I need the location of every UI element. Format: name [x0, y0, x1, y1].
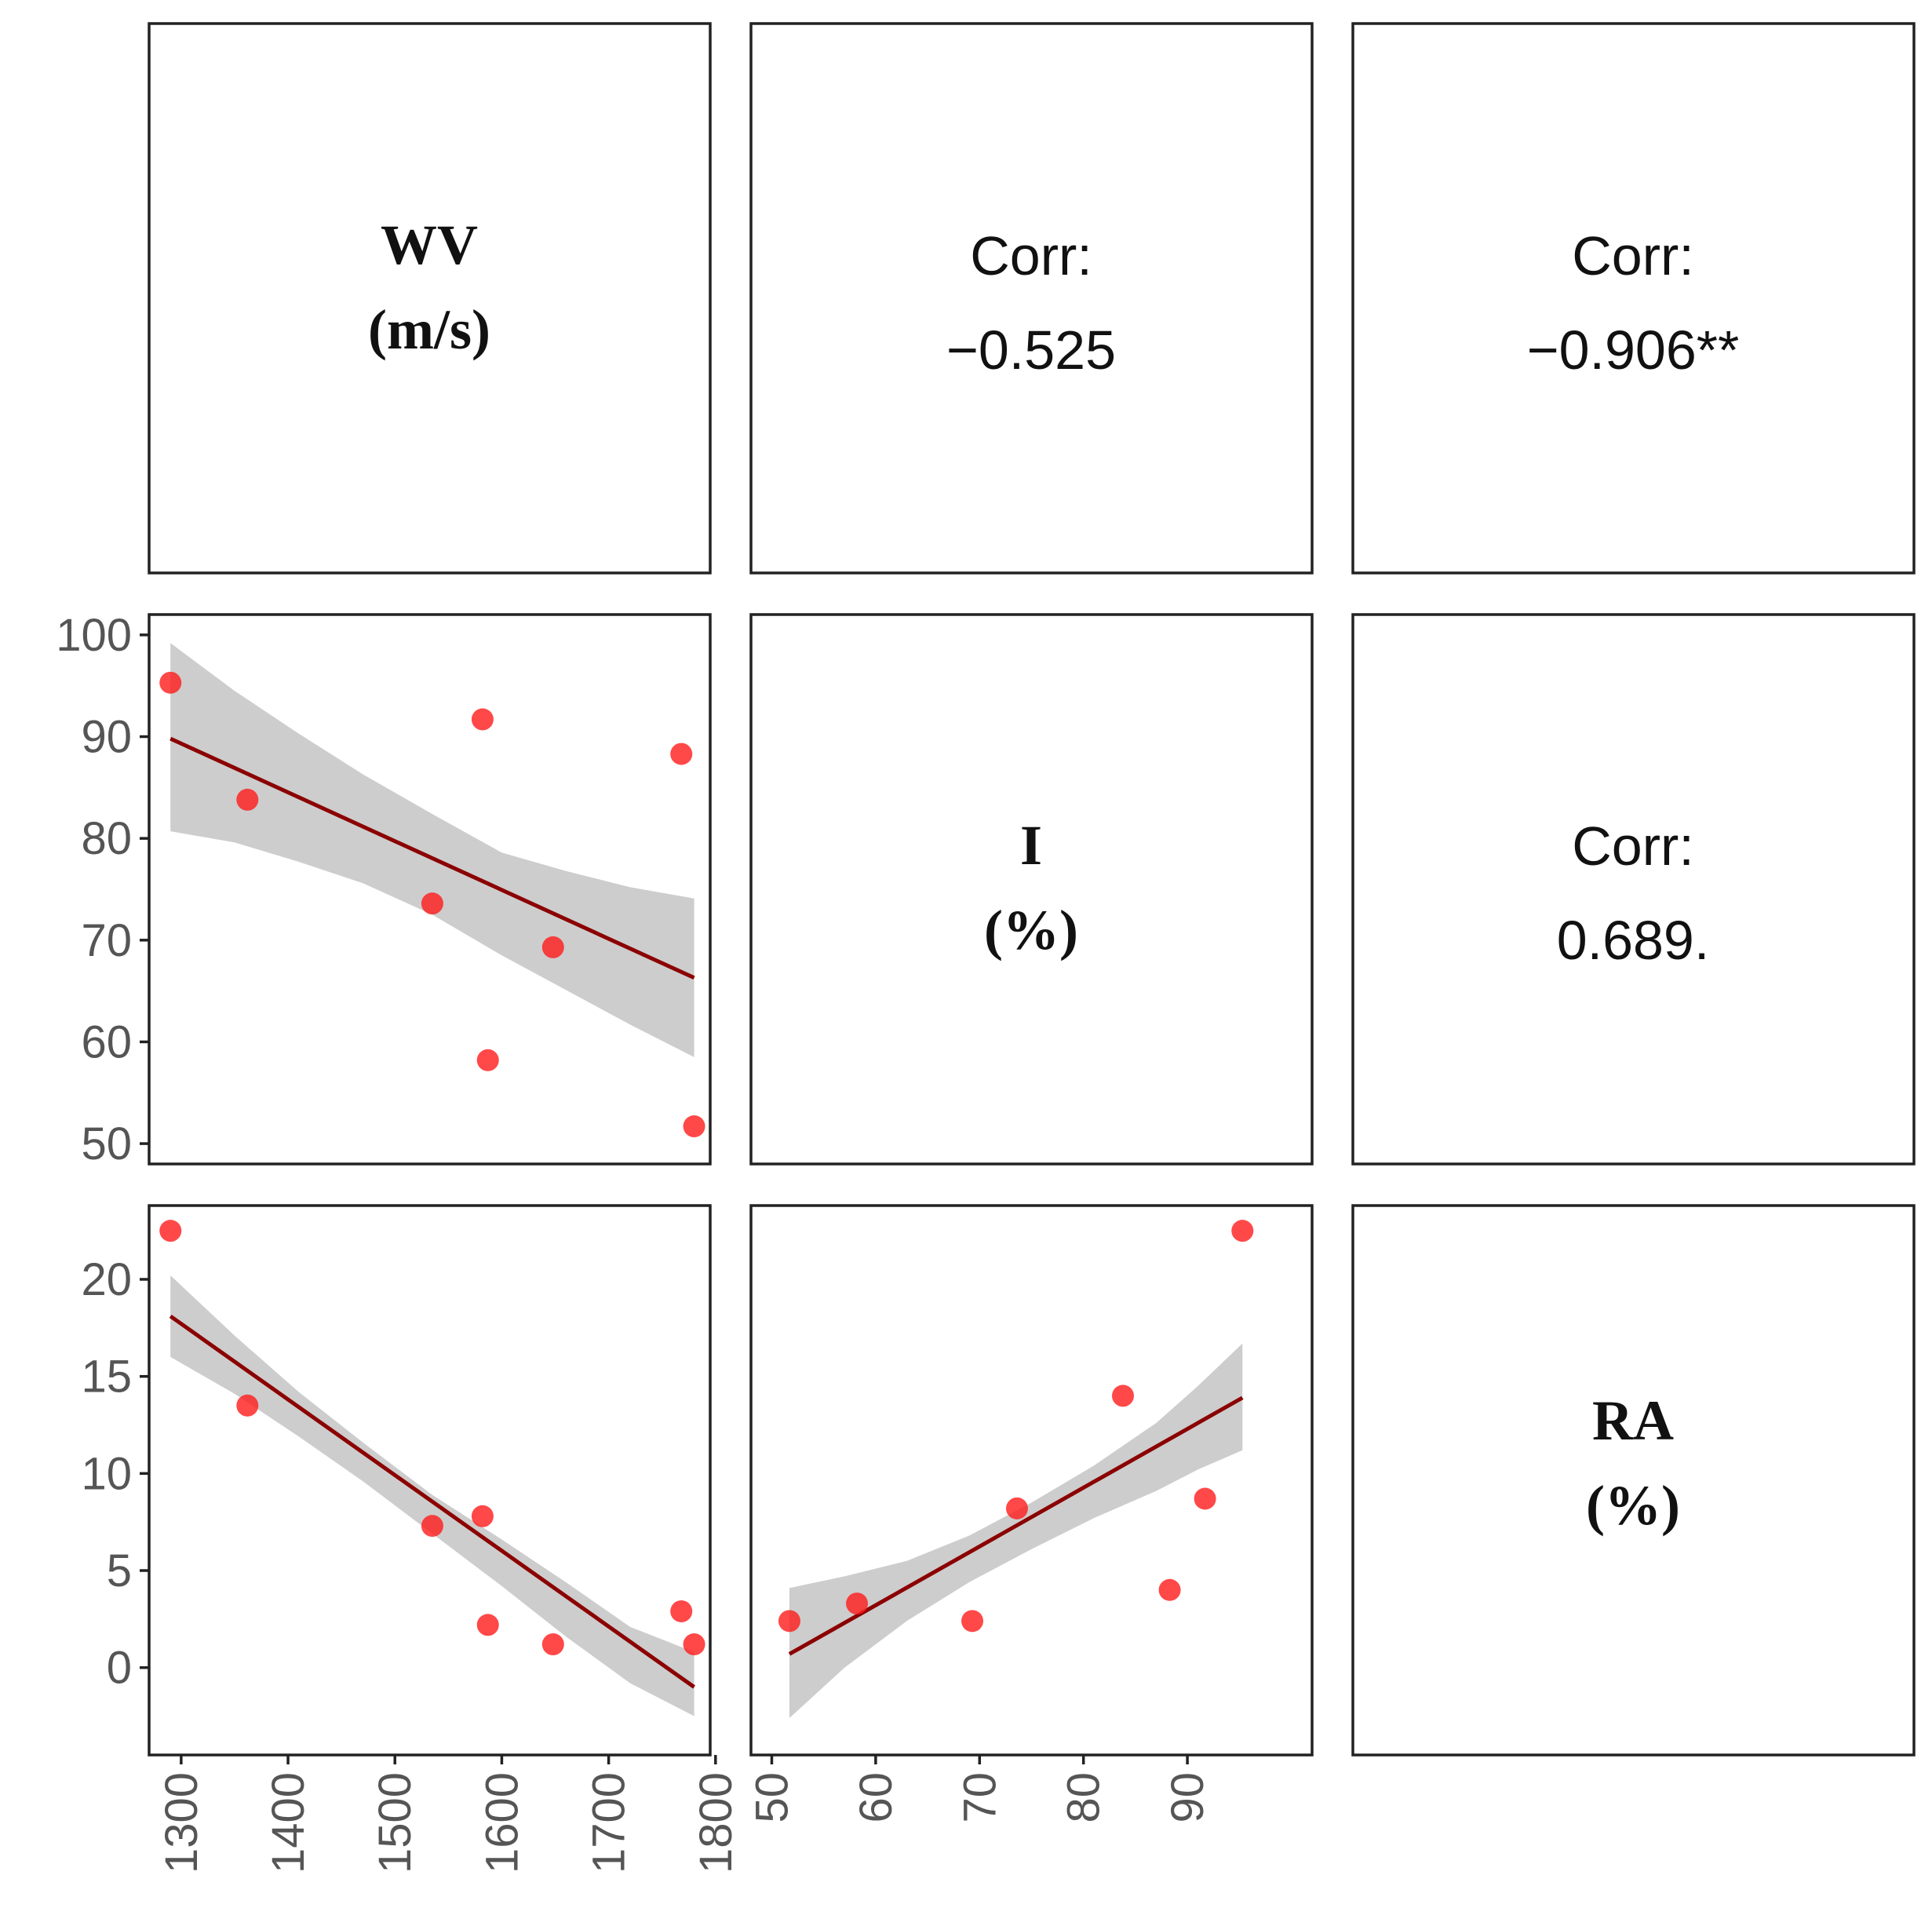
- panel-ra-i-scatter: [749, 1204, 1314, 1757]
- data-point: [541, 1633, 564, 1656]
- x-tick-label: 1800: [691, 1772, 742, 1873]
- data-point: [846, 1593, 869, 1615]
- panel-ra-wv-scatter: [148, 1204, 712, 1757]
- panel-i-ra-corr: [1351, 613, 1916, 1166]
- panel-wv-i-corr: [749, 22, 1314, 575]
- y-tick-label: 60: [81, 1016, 132, 1067]
- panel-i-diagonal: [749, 613, 1314, 1166]
- panel-frames: [148, 22, 1916, 1757]
- data-point: [1194, 1487, 1216, 1510]
- corr-label-wv-i: Corr:: [970, 225, 1092, 286]
- confidence-band: [170, 643, 694, 1057]
- data-point: [683, 1633, 705, 1656]
- variable-unit-i: (%): [984, 899, 1078, 961]
- variable-name-i: I: [1020, 814, 1042, 877]
- data-point: [471, 1505, 494, 1527]
- data-point: [421, 892, 443, 915]
- corr-value-wv-i: −0.525: [946, 319, 1116, 381]
- x-axis-i: 50 60 70 80 90: [746, 1755, 1213, 1823]
- x-tick-label: 80: [1059, 1772, 1110, 1823]
- chart-marks: 50 60 70 80 90 100 0 5 10 15 20 1300 1400 1500 1600 170…: [56, 610, 1254, 1873]
- scatter-panel-ra-vs-wv: [159, 1220, 705, 1717]
- corr-value-i-ra: 0.689.: [1557, 910, 1710, 971]
- panel-wv-diagonal: [148, 22, 712, 575]
- variable-unit-wv: (m/s): [368, 298, 490, 361]
- panel-wv-ra-corr: [1351, 22, 1916, 575]
- data-point: [159, 671, 182, 694]
- variable-name-wv: WV: [381, 213, 478, 276]
- corr-label-wv-ra: Corr:: [1572, 225, 1694, 286]
- y-tick-label: 100: [56, 610, 132, 661]
- y-tick-label: 90: [81, 712, 132, 763]
- y-axis-i: 50 60 70 80 90 100: [56, 610, 149, 1169]
- data-point: [476, 1049, 499, 1071]
- data-point: [476, 1614, 499, 1636]
- x-axis-wv: 1300 1400 1500 1600 1700 1800: [156, 1755, 742, 1873]
- corr-label-i-ra: Corr:: [1572, 815, 1694, 877]
- x-tick-label: 1400: [263, 1772, 314, 1873]
- data-point: [236, 1394, 259, 1417]
- y-tick-label: 50: [81, 1118, 132, 1169]
- x-tick-label: 70: [954, 1772, 1005, 1823]
- scatter-panel-ra-vs-i: [778, 1220, 1254, 1718]
- x-tick-label: 90: [1162, 1772, 1213, 1823]
- y-axis-ra: 0 5 10 15 20: [81, 1254, 149, 1694]
- x-tick-label: 60: [851, 1772, 902, 1823]
- data-point: [670, 742, 693, 765]
- regression-line: [170, 736, 695, 980]
- data-point: [541, 936, 564, 958]
- x-tick-label: 1500: [370, 1772, 421, 1873]
- data-point: [683, 1115, 705, 1138]
- data-point: [1231, 1220, 1254, 1242]
- y-tick-label: 0: [107, 1643, 132, 1694]
- panel-i-wv-scatter: [148, 613, 712, 1166]
- x-tick-label: 1700: [584, 1772, 635, 1873]
- data-point: [1112, 1385, 1135, 1407]
- regression-line: [788, 1396, 1244, 1656]
- variable-unit-ra: (%): [1586, 1474, 1680, 1537]
- corr-value-wv-ra: −0.906**: [1527, 319, 1740, 381]
- data-point: [670, 1600, 693, 1622]
- y-tick-label: 20: [81, 1254, 132, 1305]
- data-point: [961, 1610, 984, 1633]
- regression-line: [169, 1314, 696, 1689]
- y-tick-label: 10: [81, 1448, 132, 1499]
- data-point: [1005, 1497, 1028, 1520]
- x-tick-label: 1300: [156, 1772, 207, 1873]
- panel-ra-diagonal: [1351, 1204, 1916, 1757]
- data-point: [1158, 1578, 1181, 1601]
- y-tick-label: 15: [81, 1352, 132, 1403]
- data-point: [159, 1220, 182, 1242]
- x-tick-label: 1600: [476, 1772, 527, 1873]
- x-tick-label: 50: [746, 1772, 797, 1823]
- data-point: [236, 788, 259, 811]
- confidence-band: [170, 1275, 694, 1717]
- y-tick-label: 70: [81, 915, 132, 966]
- scatter-panel-i-vs-wv: [159, 643, 705, 1138]
- data-point: [421, 1515, 443, 1538]
- y-tick-label: 80: [81, 813, 132, 864]
- data-point: [778, 1610, 800, 1633]
- y-tick-label: 5: [107, 1545, 132, 1596]
- data-point: [471, 708, 494, 731]
- confidence-band: [789, 1343, 1243, 1718]
- variable-name-ra: RA: [1592, 1389, 1674, 1452]
